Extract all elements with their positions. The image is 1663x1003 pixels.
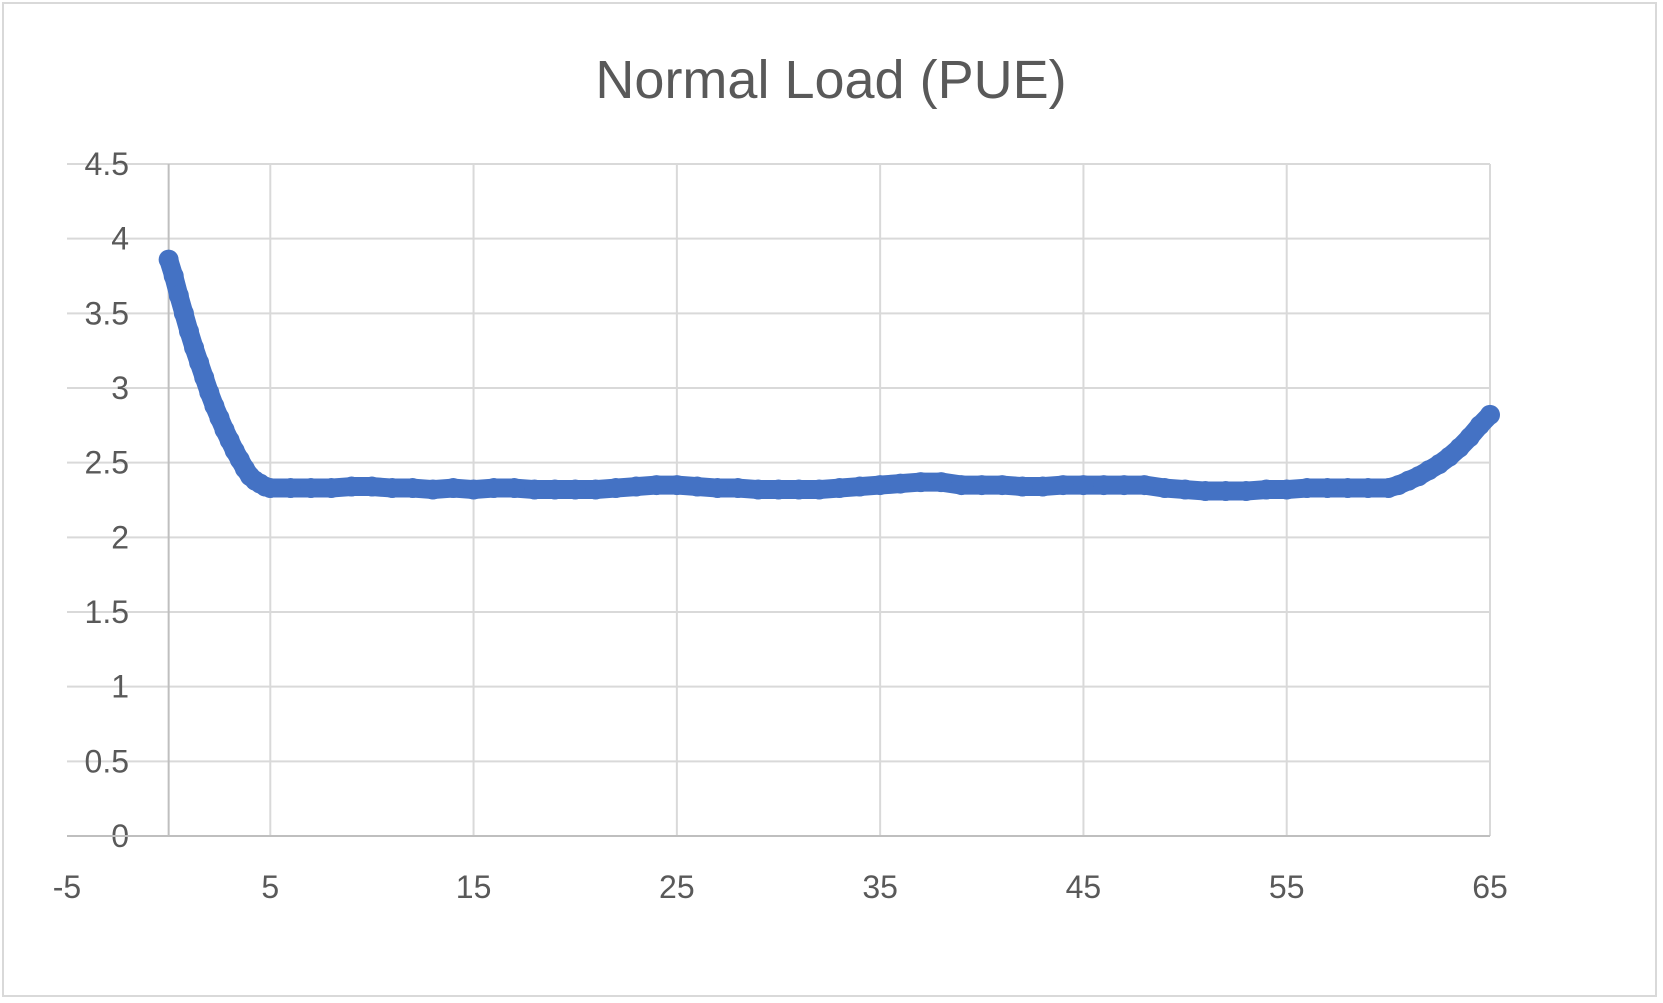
x-tick-label: 25 <box>659 869 695 905</box>
data-point <box>992 475 1013 496</box>
data-point <box>971 475 992 496</box>
x-tick-label: 45 <box>1066 869 1102 905</box>
data-point <box>910 472 931 493</box>
grid-layer <box>67 163 1491 836</box>
data-point <box>1073 475 1094 496</box>
data-point <box>443 478 464 499</box>
data-point <box>402 478 423 499</box>
data-point <box>173 303 194 324</box>
series-line <box>159 250 1500 501</box>
y-tick-label: 3 <box>111 370 129 406</box>
data-point <box>504 478 525 499</box>
y-tick-label: 2.5 <box>85 445 129 481</box>
x-tick-label: 5 <box>261 869 279 905</box>
data-point <box>809 479 830 500</box>
data-point <box>260 478 281 499</box>
data-point <box>829 478 850 499</box>
data-point <box>544 479 565 500</box>
data-layer <box>158 249 1500 502</box>
data-point <box>463 479 484 500</box>
data-point <box>1317 478 1338 499</box>
data-point <box>1032 476 1053 497</box>
data-point <box>341 476 362 497</box>
axis-layer: 00.511.522.533.544.5-5 5 15 25 35 45 55 65 <box>53 146 1508 905</box>
data-point <box>849 476 870 497</box>
data-point <box>1195 481 1216 502</box>
x-tick-label: 65 <box>1472 869 1508 905</box>
data-point <box>1480 404 1500 425</box>
y-tick-label: 2 <box>111 519 129 555</box>
data-point <box>1134 475 1155 496</box>
data-point <box>605 478 626 499</box>
data-point <box>1297 478 1318 499</box>
data-point <box>1012 476 1033 497</box>
data-point <box>565 479 586 500</box>
data-point <box>163 266 184 286</box>
data-point <box>788 479 809 500</box>
x-tick-label: 15 <box>456 869 492 905</box>
y-tick-label: 1 <box>111 669 129 705</box>
y-tick-label: 0.5 <box>85 743 129 779</box>
data-point <box>1053 475 1074 496</box>
x-tick-label: 55 <box>1269 869 1305 905</box>
data-point <box>1114 475 1135 496</box>
data-point <box>483 478 504 499</box>
data-point <box>585 479 606 500</box>
data-point <box>300 478 321 499</box>
y-tick-label: 4.5 <box>85 146 129 182</box>
data-point <box>1154 478 1175 499</box>
data-point <box>361 476 382 497</box>
data-point <box>158 249 179 270</box>
data-point <box>382 478 403 499</box>
data-point <box>727 478 748 499</box>
data-point <box>1276 479 1297 500</box>
data-point <box>1358 478 1379 499</box>
data-point <box>666 475 687 496</box>
data-point <box>1256 479 1277 500</box>
data-point <box>707 478 728 499</box>
y-tick-label: 4 <box>111 221 129 257</box>
data-point <box>321 478 342 499</box>
y-tick-label: 3.5 <box>85 295 129 331</box>
x-tick-label: -5 <box>53 869 81 905</box>
data-point <box>1337 478 1358 499</box>
data-point <box>1175 479 1196 500</box>
data-point <box>626 476 647 497</box>
data-point <box>646 475 667 496</box>
data-point <box>870 475 891 496</box>
data-point <box>931 472 952 493</box>
x-tick-label: 35 <box>862 869 898 905</box>
data-point <box>768 479 789 500</box>
data-point <box>748 479 769 500</box>
data-point <box>687 476 708 497</box>
data-point <box>524 479 545 500</box>
data-point <box>951 475 972 496</box>
chart-title: Normal Load (PUE) <box>595 50 1066 110</box>
data-point <box>890 473 911 494</box>
data-point <box>280 478 301 499</box>
data-point <box>422 479 443 500</box>
data-point <box>1236 481 1257 502</box>
data-point <box>1093 475 1114 496</box>
data-point <box>178 321 199 342</box>
data-point <box>168 285 189 306</box>
y-tick-label: 1.5 <box>85 594 129 630</box>
data-point <box>1215 481 1236 502</box>
